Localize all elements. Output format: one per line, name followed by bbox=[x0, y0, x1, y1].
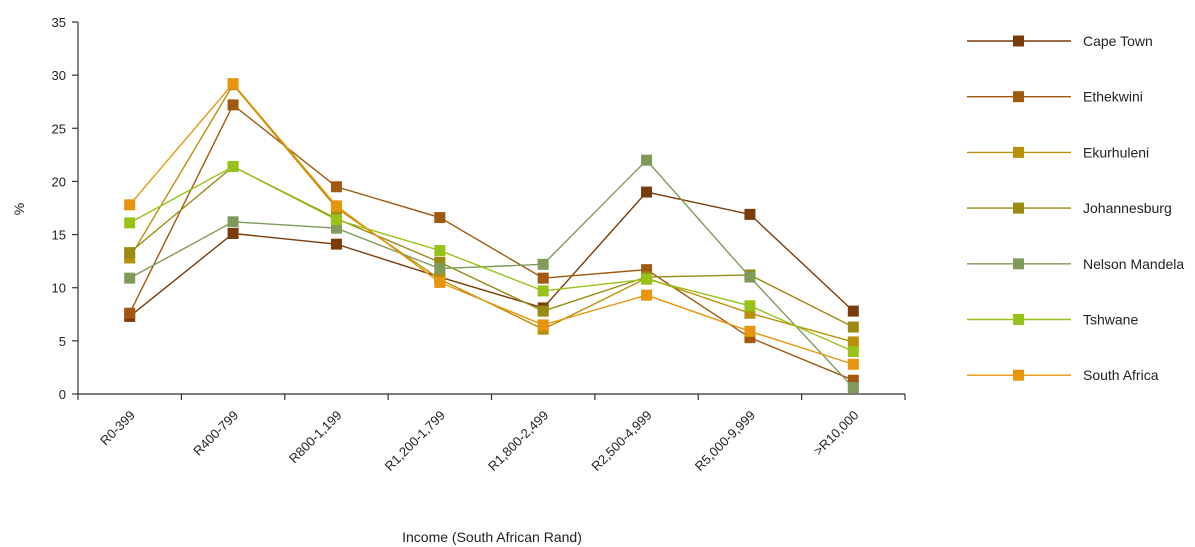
data-point bbox=[537, 285, 549, 297]
x-tick-label: R1,800-2,499 bbox=[485, 408, 551, 474]
x-axis-title: Income (South African Rand) bbox=[402, 529, 582, 545]
series-line bbox=[129, 165, 854, 353]
y-tick-label: 10 bbox=[52, 281, 66, 296]
series-nelson-mandela bbox=[124, 154, 859, 394]
data-point bbox=[434, 263, 446, 275]
data-point bbox=[847, 336, 859, 348]
series-ethekwini bbox=[124, 99, 859, 386]
data-point bbox=[227, 228, 239, 240]
data-point bbox=[124, 217, 136, 229]
legend-label: South Africa bbox=[1083, 367, 1159, 383]
data-point bbox=[537, 272, 549, 284]
data-point bbox=[330, 181, 342, 193]
y-tick-label: 20 bbox=[52, 174, 66, 189]
data-point bbox=[847, 305, 859, 317]
y-tick-label: 0 bbox=[59, 387, 66, 402]
series-line bbox=[129, 191, 854, 317]
data-point bbox=[744, 208, 756, 220]
data-point bbox=[434, 276, 446, 288]
legend-item: Ekurhuleni bbox=[967, 144, 1149, 160]
x-tick-label: R2,500-4,999 bbox=[588, 408, 654, 474]
data-point bbox=[330, 222, 342, 234]
series-line bbox=[129, 82, 854, 365]
x-tick-label: R0-399 bbox=[97, 408, 138, 449]
data-point bbox=[744, 300, 756, 312]
legend-item: Ethekwini bbox=[967, 89, 1143, 105]
data-point bbox=[124, 307, 136, 319]
data-point bbox=[537, 319, 549, 331]
data-point bbox=[227, 99, 239, 111]
data-point bbox=[641, 264, 653, 276]
data-point bbox=[641, 273, 653, 285]
data-point bbox=[227, 161, 239, 173]
series-line bbox=[129, 103, 854, 381]
y-tick-label: 5 bbox=[59, 334, 66, 349]
legend-item: South Africa bbox=[967, 367, 1159, 383]
x-tick-label: R1,200-1,799 bbox=[382, 408, 448, 474]
data-point bbox=[537, 258, 549, 270]
data-point bbox=[744, 271, 756, 283]
data-point bbox=[641, 154, 653, 166]
data-point bbox=[124, 247, 136, 259]
data-point bbox=[847, 321, 859, 333]
legend-swatch-marker bbox=[1013, 91, 1024, 103]
legend-label: Ekurhuleni bbox=[1083, 144, 1149, 160]
data-point bbox=[744, 307, 756, 319]
series-south-africa bbox=[124, 78, 859, 370]
legend-label: Tshwane bbox=[1083, 312, 1138, 328]
series-line bbox=[129, 159, 854, 389]
legend-swatch-marker bbox=[1013, 202, 1024, 214]
data-point bbox=[227, 216, 239, 228]
series-layer bbox=[124, 78, 859, 394]
x-axis: R0-399 R400-799 R800-1,199 R1,200-1,799 R1,8… bbox=[77, 393, 906, 474]
legend-item: Johannesburg bbox=[967, 200, 1172, 216]
y-axis: 0 5 10 15 20 25 30 35 bbox=[52, 15, 79, 402]
data-point bbox=[434, 245, 446, 257]
y-tick-label: 35 bbox=[52, 15, 66, 30]
data-point bbox=[124, 199, 136, 211]
y-tick-label: 15 bbox=[52, 228, 66, 243]
data-point bbox=[537, 305, 549, 317]
x-tick-label: R800-1,199 bbox=[286, 408, 345, 467]
y-tick-label: 30 bbox=[52, 68, 66, 83]
data-point bbox=[847, 345, 859, 357]
legend-swatch-marker bbox=[1013, 258, 1024, 270]
data-point bbox=[330, 214, 342, 226]
legend-item: Nelson Mandela bbox=[967, 256, 1184, 272]
data-point bbox=[744, 325, 756, 337]
legend-item: Cape Town bbox=[967, 33, 1153, 49]
x-tick-label: >R10,000 bbox=[811, 408, 862, 459]
x-tick-label: R400-799 bbox=[190, 408, 241, 459]
data-point bbox=[744, 332, 756, 344]
legend-label: Johannesburg bbox=[1083, 200, 1172, 216]
data-point bbox=[847, 358, 859, 370]
x-tick-label: R5,000-9,999 bbox=[692, 408, 758, 474]
legend-swatch-marker bbox=[1013, 146, 1024, 158]
legend: Cape Town Ethekwini Ekurhuleni Johannesburg… bbox=[967, 33, 1184, 383]
data-point bbox=[434, 212, 446, 224]
legend-item: Tshwane bbox=[967, 312, 1138, 328]
legend-swatch-marker bbox=[1013, 35, 1024, 47]
data-point bbox=[641, 186, 653, 198]
legend-label: Ethekwini bbox=[1083, 89, 1143, 105]
data-point bbox=[434, 256, 446, 268]
data-point bbox=[124, 272, 136, 284]
y-tick-label: 25 bbox=[52, 121, 66, 136]
legend-label: Nelson Mandela bbox=[1083, 256, 1184, 272]
data-point bbox=[330, 238, 342, 250]
legend-swatch-marker bbox=[1013, 369, 1024, 381]
data-point bbox=[847, 374, 859, 386]
data-point bbox=[227, 78, 239, 90]
data-point bbox=[641, 289, 653, 301]
series-tshwane bbox=[124, 161, 859, 357]
legend-swatch-marker bbox=[1013, 314, 1024, 325]
y-axis-title: % bbox=[11, 203, 27, 215]
data-point bbox=[847, 382, 859, 394]
data-point bbox=[330, 200, 342, 212]
legend-label: Cape Town bbox=[1083, 33, 1153, 49]
